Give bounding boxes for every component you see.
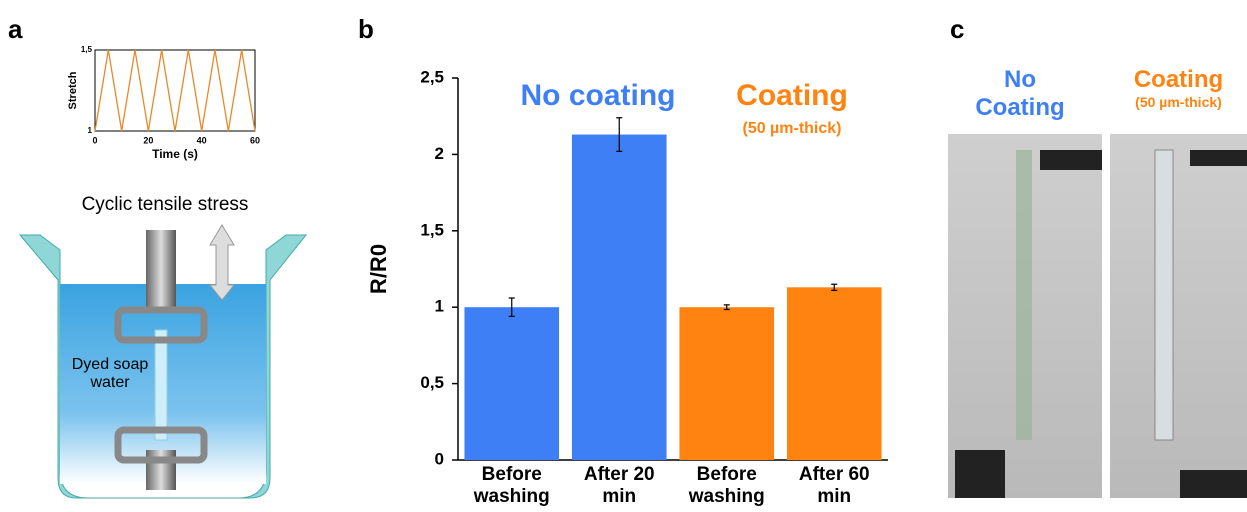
y-tick-label: 2 <box>435 144 444 163</box>
y-tick-label: 2,5 <box>420 67 444 86</box>
y-tick-label: 0,5 <box>420 373 444 392</box>
rod <box>146 450 176 490</box>
y-tick-label: 1 <box>435 297 444 316</box>
photo-label: No Coating <box>960 66 1080 122</box>
y-tick-label: 1,5 <box>81 45 93 54</box>
panel-label: a <box>8 14 22 45</box>
sample <box>1016 150 1032 440</box>
plot-frame <box>95 50 255 131</box>
x-tick-label: 60 <box>250 135 260 145</box>
annotation: No coating <box>521 79 676 112</box>
x-tick-label: After 20 min <box>569 464 669 508</box>
y-tick-label: 1 <box>88 126 93 135</box>
bar <box>787 287 882 460</box>
diagram-label: Dyed soap water <box>62 356 158 391</box>
x-axis-label: Time (s) <box>152 147 198 161</box>
photo <box>1110 134 1247 498</box>
arrow <box>210 225 234 300</box>
figure: 0 20 40 60 1 1,5 Time (s) Stretch 0 0,5 1 1,5 2 2,5 R/… <box>0 0 1247 512</box>
y-axis-label: R/R0 <box>366 244 391 294</box>
annotation: (50 µm-thick) <box>742 120 841 137</box>
sample <box>1155 150 1173 440</box>
bar <box>464 307 559 460</box>
bar <box>679 307 774 460</box>
x-tick-label: 40 <box>197 135 207 145</box>
y-tick-label: 1,5 <box>420 220 444 239</box>
annotation: Coating <box>736 79 848 112</box>
x-tick-label: After 60 min <box>784 464 884 508</box>
y-tick-label: 0 <box>435 449 444 468</box>
panel-label: c <box>950 14 964 45</box>
x-tick-label: 0 <box>92 135 97 145</box>
bar <box>572 135 667 460</box>
diagram-label: Cyclic tensile stress <box>60 195 270 216</box>
y-axis-label: Stretch <box>67 71 79 109</box>
rod <box>146 230 176 310</box>
line <box>95 50 255 131</box>
x-tick-label: 20 <box>143 135 153 145</box>
photo-label: Coating <box>1110 66 1247 94</box>
panel-label: b <box>358 14 374 45</box>
photo-note: (50 µm-thick) <box>1110 94 1247 110</box>
x-tick-label: Before washing <box>462 464 562 508</box>
x-tick-label: Before washing <box>677 464 777 508</box>
photos <box>948 134 1247 498</box>
